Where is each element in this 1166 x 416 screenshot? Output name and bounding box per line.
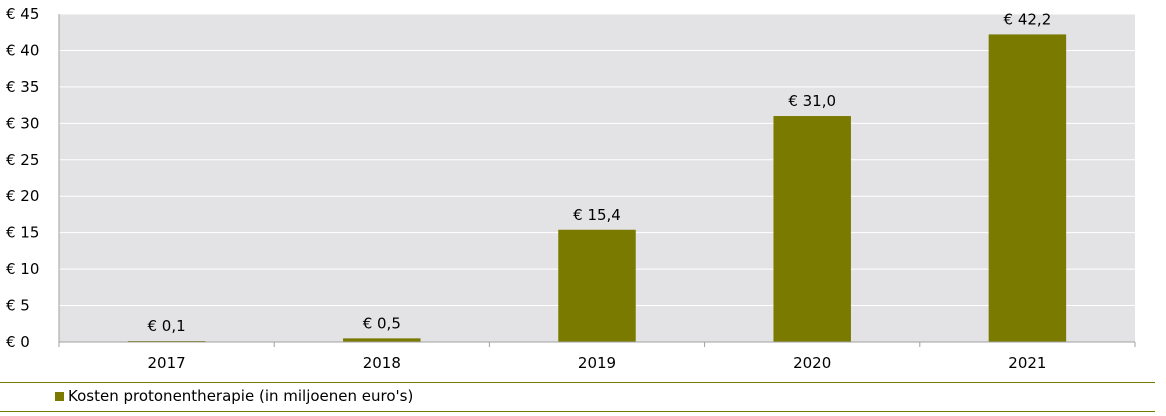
x-tick-label: 2017 — [148, 354, 186, 372]
y-tick-label: € 30 — [6, 114, 39, 132]
bar — [988, 34, 1067, 343]
y-tick-label: € 25 — [6, 151, 39, 169]
y-tick-label: € 0 — [6, 333, 30, 351]
bar-chart: € 0 € 5 € 10 € 15 € 20 € 25 € 30 € 35 € 40 € 45 2… — [6, 5, 1136, 372]
data-label: € 15,4 — [573, 206, 621, 224]
legend: Kosten protonentherapie (in miljoenen eu… — [0, 382, 1155, 412]
y-tick-labels: € 0 € 5 € 10 € 15 € 20 € 25 € 30 € 35 € 40 € 45 — [6, 5, 39, 351]
bar — [558, 229, 636, 342]
x-tick-label: 2020 — [793, 354, 831, 372]
y-tick-label: € 15 — [6, 224, 39, 242]
x-tick-labels: 2017 2018 2019 2020 2021 — [148, 354, 1047, 372]
bar — [773, 116, 851, 343]
x-tick-label: 2018 — [363, 354, 401, 372]
y-tick-label: € 45 — [6, 5, 39, 23]
data-label: € 0,1 — [148, 317, 186, 335]
legend-label: Kosten protonentherapie (in miljoenen eu… — [68, 387, 414, 405]
bar — [343, 338, 421, 342]
y-tick-label: € 40 — [6, 41, 39, 59]
data-labels: € 0,1 € 0,5 € 15,4 € 31,0 € 42,2 — [148, 10, 1052, 335]
data-label: € 42,2 — [1004, 10, 1052, 28]
y-tick-label: € 5 — [6, 297, 30, 315]
x-tick-label: 2019 — [578, 354, 616, 372]
bars — [127, 34, 1067, 343]
x-tick-label: 2021 — [1008, 354, 1046, 372]
legend-swatch — [55, 392, 64, 401]
data-label: € 31,0 — [788, 92, 836, 110]
data-label: € 0,5 — [363, 314, 401, 332]
y-tick-label: € 20 — [6, 187, 39, 205]
axes — [58, 14, 1136, 347]
y-tick-label: € 35 — [6, 78, 39, 96]
y-tick-label: € 10 — [6, 260, 39, 278]
